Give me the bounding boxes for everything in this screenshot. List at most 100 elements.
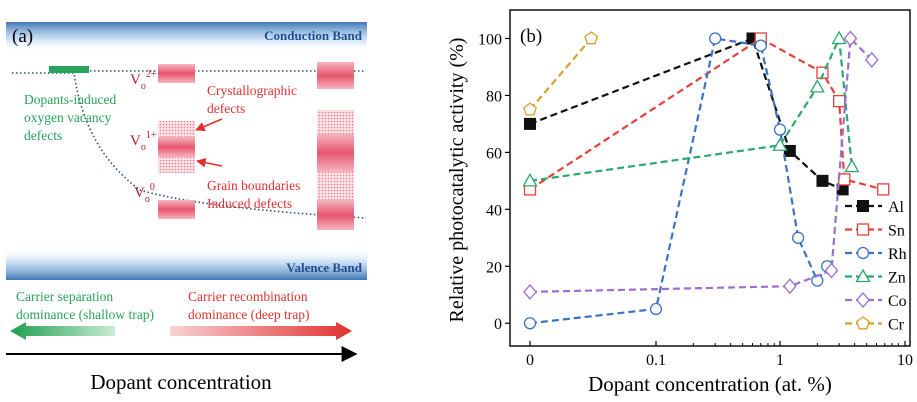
data-point: [824, 262, 839, 279]
data-point: [857, 200, 869, 212]
data-point: [877, 183, 890, 196]
x-axis-ticks: 0 0.1 1 10: [526, 341, 913, 369]
legend: Al Sn Rh Zn Co Cr: [845, 199, 907, 334]
legend-item-co: Co: [845, 292, 907, 310]
data-point: [523, 283, 537, 300]
data-point: [856, 246, 870, 260]
data-point: [816, 174, 829, 187]
data-point: [831, 30, 847, 45]
defect-column-dotted-1: [317, 110, 354, 134]
data-point: [856, 316, 870, 330]
series-cr: [523, 31, 599, 116]
series-line: [529, 37, 884, 191]
legend-label: Co: [888, 293, 907, 310]
data-point: [809, 79, 825, 93]
legend-label: Sn: [888, 223, 905, 240]
data-point: [524, 117, 536, 130]
grain-boundary-label: Grain boundaries Induced defects: [207, 178, 304, 211]
defect-block-v0: [158, 200, 195, 219]
series-sn: [523, 32, 890, 196]
defect-column-dotted-2: [317, 172, 354, 200]
legend-label: Al: [888, 199, 905, 216]
carrier-separation-arrow: [10, 322, 115, 340]
defect-column-middle: [317, 134, 354, 172]
y-tick-label: 40: [486, 202, 502, 219]
legend-item-al: Al: [845, 199, 905, 216]
data-point: [754, 39, 767, 52]
data-point: [856, 223, 870, 236]
data-point: [844, 158, 860, 173]
y-tick-label: 80: [486, 88, 502, 105]
y-tick-label: 20: [486, 259, 502, 276]
oxygen-vacancy-level: [49, 66, 89, 73]
grain-boundary-arrow: [196, 157, 223, 168]
panel-b-label: (b): [520, 26, 542, 47]
y-axis-ticks: 0 20 40 60 80 100: [478, 31, 510, 333]
carrier-separation-label: Carrier separation dominance (shallow tr…: [16, 289, 154, 322]
data-point: [523, 317, 537, 330]
defect-column-bottom: [317, 200, 354, 230]
series-zn: [522, 30, 860, 187]
valence-band-label: Valence Band: [286, 260, 362, 275]
series-layer: [522, 30, 890, 330]
conduction-band-label: Conduction Band: [264, 28, 363, 43]
defect-block-v2plus: [158, 64, 195, 83]
data-point: [843, 30, 858, 47]
dopant-axis-label: Dopant concentration: [90, 370, 272, 394]
valence-band: [6, 248, 367, 280]
y-tick-label: 60: [486, 145, 502, 162]
data-point: [782, 278, 797, 295]
legend-label: Cr: [888, 317, 905, 334]
crystallographic-arrow: [195, 118, 223, 132]
series-line: [529, 34, 853, 182]
panel-a-label: (a): [12, 26, 33, 47]
legend-label: Zn: [888, 270, 906, 287]
data-point: [584, 31, 599, 45]
legend-item-zn: Zn: [845, 268, 906, 287]
x-axis-label: Dopant concentration (at. %): [588, 372, 832, 396]
series-al: [524, 32, 849, 196]
series-line: [529, 37, 592, 111]
carrier-recombination-label: Carrier recombination dominance (deep tr…: [188, 289, 311, 322]
conduction-band: [6, 22, 367, 52]
data-point: [523, 102, 537, 116]
x-tick-label: 1: [776, 352, 784, 369]
x-tick-label: 10: [897, 352, 913, 369]
y-tick-label: 0: [494, 316, 502, 333]
data-point: [522, 173, 538, 187]
data-point: [791, 231, 805, 244]
vacancy-level-v2plus: Vo2+: [130, 69, 157, 92]
carrier-recombination-arrow: [170, 322, 352, 340]
vacancy-level-v1plus: Vo1+: [130, 130, 157, 153]
vacancy-level-v0: Vo0: [134, 182, 155, 205]
panel-b-chart: (b) 0 20 40 60 80 100 0 0.1 1 10 Al Sn Rh Zn Co Cr Re…: [446, 9, 913, 396]
x-tick-label: 0: [526, 352, 534, 369]
data-point: [772, 137, 788, 151]
fermi-level-dotted-curve: [12, 72, 367, 219]
grain-boundary-dotted-block-lower: [158, 157, 195, 173]
data-point: [855, 268, 871, 283]
defect-column-top: [317, 62, 354, 89]
oxygen-vacancy-label: Dopants-induced oxygen vacancy defects: [24, 92, 120, 143]
crystallographic-label: Crystallographic defects: [207, 83, 300, 116]
data-point: [649, 302, 663, 316]
y-tick-label: 100: [478, 31, 502, 48]
legend-item-sn: Sn: [845, 223, 905, 240]
data-point: [833, 94, 846, 108]
data-point: [783, 144, 796, 157]
data-point: [864, 51, 879, 68]
data-point: [773, 123, 787, 136]
series-line: [529, 37, 829, 325]
legend-label: Rh: [888, 246, 907, 263]
y-axis-label: Relative photocatalytic activity (%): [446, 38, 468, 323]
series-line: [529, 37, 844, 191]
legend-item-cr: Cr: [845, 316, 905, 334]
legend-item-rh: Rh: [845, 246, 907, 263]
series-co: [523, 30, 879, 300]
panel-a-band-diagram: (a) Conduction Band Dopants-induced oxyg…: [6, 22, 367, 394]
defect-block-v1plus: [158, 137, 195, 157]
grain-boundary-dotted-block-upper: [158, 121, 195, 137]
x-tick-label: 0.1: [646, 352, 666, 369]
data-point: [838, 173, 851, 186]
